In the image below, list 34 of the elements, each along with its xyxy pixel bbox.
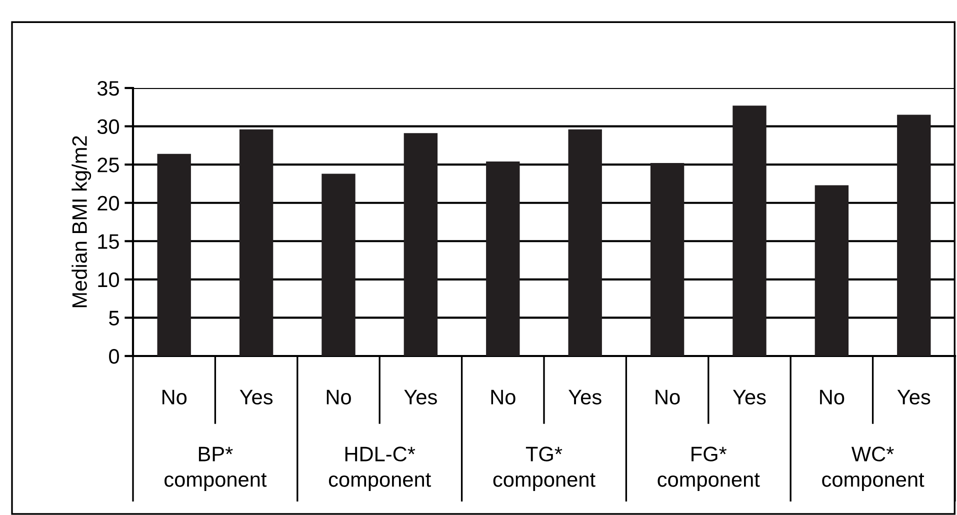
y-tick-label: 0 — [109, 349, 119, 364]
y-tick-label: 20 — [98, 196, 119, 211]
x-tick-label: Yes — [240, 390, 273, 404]
text: FG* component — [658, 446, 760, 491]
text: HDL-C* component — [328, 446, 431, 491]
y-tick-label: 35 — [97, 81, 119, 96]
x-tick-label: Yes — [568, 390, 602, 404]
bar — [157, 154, 191, 356]
y-tick-label: 30 — [97, 119, 119, 134]
bar — [239, 129, 274, 356]
bar — [486, 162, 520, 356]
x-tick-label: No — [326, 390, 351, 404]
text: WC* component — [822, 446, 924, 491]
bar — [897, 114, 931, 356]
y-tick-label: 5 — [109, 310, 119, 326]
bar — [404, 133, 438, 356]
y-tick-label: 10 — [98, 272, 119, 288]
x-tick-label: Yes — [897, 390, 930, 404]
bar — [568, 129, 602, 356]
bar — [814, 185, 849, 356]
y-tick-label: 25 — [98, 158, 119, 172]
y-tick-label: 15 — [98, 234, 119, 249]
y-axis-title: Median BMI kg/m2 — [72, 136, 92, 308]
x-tick-label: No — [162, 390, 187, 404]
bar — [732, 106, 766, 356]
bar — [322, 174, 356, 356]
text: BP* component — [164, 446, 267, 491]
x-tick-label: Yes — [404, 390, 437, 404]
x-tick-label: Yes — [732, 390, 766, 404]
bar — [650, 163, 684, 356]
x-tick-label: No — [656, 390, 680, 404]
x-tick-label: No — [820, 390, 844, 404]
x-tick-label: No — [491, 390, 516, 404]
text: TG* component — [493, 446, 596, 491]
